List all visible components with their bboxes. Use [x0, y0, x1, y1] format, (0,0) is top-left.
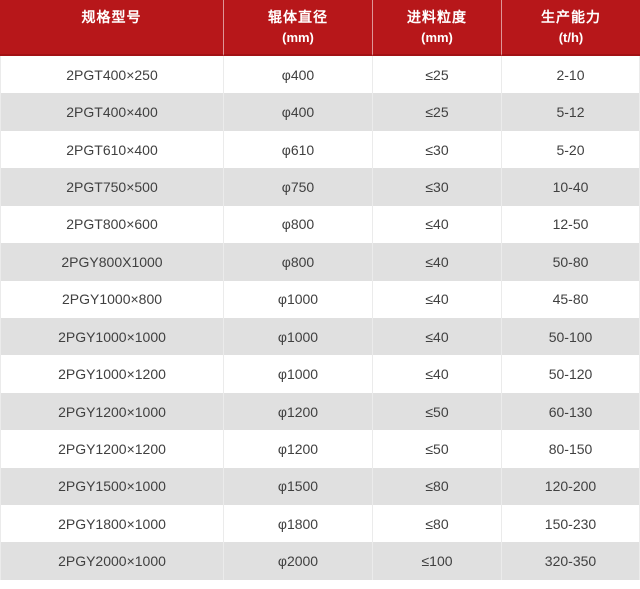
- cell-model: 2PGY800X1000: [0, 243, 224, 281]
- cell-model: 2PGT610×400: [0, 130, 224, 169]
- cell-model: 2PGY1000×1200: [0, 355, 224, 393]
- cell-feed-size: ≤80: [373, 467, 502, 506]
- cell-capacity: 320-350: [502, 542, 640, 580]
- cell-capacity: 5-20: [502, 130, 640, 169]
- cell-roller-diameter: φ610: [224, 130, 373, 169]
- cell-model: 2PGY2000×1000: [0, 542, 224, 580]
- cell-roller-diameter: φ1200: [224, 430, 373, 468]
- table-row: 2PGY1000×800 φ1000 ≤40 45-80: [0, 280, 640, 318]
- cell-capacity: 10-40: [502, 168, 640, 206]
- cell-feed-size: ≤100: [373, 542, 502, 580]
- table-row: 2PGY800X1000 φ800 ≤40 50-80: [0, 243, 640, 281]
- col-header-feed-size: 进料粒度 (mm): [373, 0, 502, 56]
- cell-roller-diameter: φ1500: [224, 467, 373, 506]
- col-header-feed-size-label: 进料粒度: [407, 9, 467, 25]
- col-header-capacity: 生产能力 (t/h): [502, 0, 640, 56]
- cell-feed-size: ≤40: [373, 280, 502, 318]
- table-row: 2PGY1000×1000 φ1000 ≤40 50-100: [0, 317, 640, 356]
- col-header-model-unit: [0, 28, 223, 47]
- cell-roller-diameter: φ1000: [224, 280, 373, 318]
- cell-capacity: 5-12: [502, 93, 640, 131]
- table-row: 2PGY1500×1000 φ1500 ≤80 120-200: [0, 467, 640, 506]
- cell-model: 2PGT750×500: [0, 168, 224, 206]
- col-header-roller-diameter: 辊体直径 (mm): [224, 0, 373, 56]
- cell-capacity: 150-230: [502, 505, 640, 543]
- cell-capacity: 120-200: [502, 467, 640, 506]
- cell-capacity: 80-150: [502, 430, 640, 468]
- cell-roller-diameter: φ800: [224, 205, 373, 244]
- cell-feed-size: ≤50: [373, 392, 502, 431]
- header-row: 规格型号 辊体直径 (mm) 进料粒度 (mm) 生产能力 (t/h): [0, 0, 640, 56]
- cell-roller-diameter: φ800: [224, 243, 373, 281]
- cell-roller-diameter: φ750: [224, 168, 373, 206]
- table-row: 2PGT400×400 φ400 ≤25 5-12: [0, 93, 640, 131]
- cell-roller-diameter: φ400: [224, 93, 373, 131]
- cell-feed-size: ≤40: [373, 355, 502, 393]
- cell-feed-size: ≤50: [373, 430, 502, 468]
- cell-feed-size: ≤40: [373, 243, 502, 281]
- col-header-capacity-unit: (t/h): [558, 30, 584, 45]
- cell-feed-size: ≤80: [373, 505, 502, 543]
- cell-model: 2PGY1500×1000: [0, 467, 224, 506]
- cell-model: 2PGY1200×1000: [0, 392, 224, 431]
- cell-capacity: 12-50: [502, 205, 640, 244]
- col-header-roller-diameter-unit: (mm): [282, 30, 314, 45]
- table-header: 规格型号 辊体直径 (mm) 进料粒度 (mm) 生产能力 (t/h): [0, 0, 640, 56]
- table-row: 2PGY1000×1200 φ1000 ≤40 50-120: [0, 355, 640, 393]
- cell-feed-size: ≤25: [373, 93, 502, 131]
- col-header-roller-diameter-label: 辊体直径: [268, 9, 328, 25]
- cell-model: 2PGY1000×800: [0, 280, 224, 318]
- cell-model: 2PGT400×400: [0, 93, 224, 131]
- cell-roller-diameter: φ1800: [224, 505, 373, 543]
- cell-feed-size: ≤30: [373, 168, 502, 206]
- cell-capacity: 50-80: [502, 243, 640, 281]
- table-row: 2PGT400×250 φ400 ≤25 2-10: [0, 56, 640, 94]
- cell-roller-diameter: φ400: [224, 56, 373, 94]
- cell-model: 2PGY1200×1200: [0, 430, 224, 468]
- cell-feed-size: ≤40: [373, 205, 502, 244]
- col-header-feed-size-unit: (mm): [421, 30, 453, 45]
- table-row: 2PGT610×400 φ610 ≤30 5-20: [0, 130, 640, 169]
- cell-model: 2PGT800×600: [0, 205, 224, 244]
- table-row: 2PGY2000×1000 φ2000 ≤100 320-350: [0, 542, 640, 580]
- table-body: 2PGT400×250 φ400 ≤25 2-10 2PGT400×400 φ400 ≤25…: [0, 56, 640, 580]
- cell-feed-size: ≤30: [373, 130, 502, 169]
- cell-feed-size: ≤25: [373, 56, 502, 94]
- cell-roller-diameter: φ1000: [224, 317, 373, 356]
- cell-capacity: 50-120: [502, 355, 640, 393]
- table-row: 2PGT800×600 φ800 ≤40 12-50: [0, 205, 640, 244]
- cell-roller-diameter: φ1000: [224, 355, 373, 393]
- table-row: 2PGT750×500 φ750 ≤30 10-40: [0, 168, 640, 206]
- table-row: 2PGY1200×1000 φ1200 ≤50 60-130: [0, 392, 640, 431]
- cell-model: 2PGY1000×1000: [0, 317, 224, 356]
- table-row: 2PGY1200×1200 φ1200 ≤50 80-150: [0, 430, 640, 468]
- col-header-model: 规格型号: [0, 0, 224, 56]
- table-row: 2PGY1800×1000 φ1800 ≤80 150-230: [0, 505, 640, 543]
- cell-model: 2PGY1800×1000: [0, 505, 224, 543]
- col-header-model-label: 规格型号: [81, 9, 142, 25]
- cell-capacity: 2-10: [502, 56, 640, 94]
- cell-roller-diameter: φ2000: [224, 542, 373, 580]
- col-header-capacity-label: 生产能力: [541, 9, 601, 25]
- cell-capacity: 60-130: [502, 392, 640, 431]
- cell-capacity: 50-100: [502, 317, 640, 356]
- cell-model: 2PGT400×250: [0, 56, 224, 94]
- cell-feed-size: ≤40: [373, 317, 502, 356]
- cell-roller-diameter: φ1200: [224, 392, 373, 431]
- cell-capacity: 45-80: [502, 280, 640, 318]
